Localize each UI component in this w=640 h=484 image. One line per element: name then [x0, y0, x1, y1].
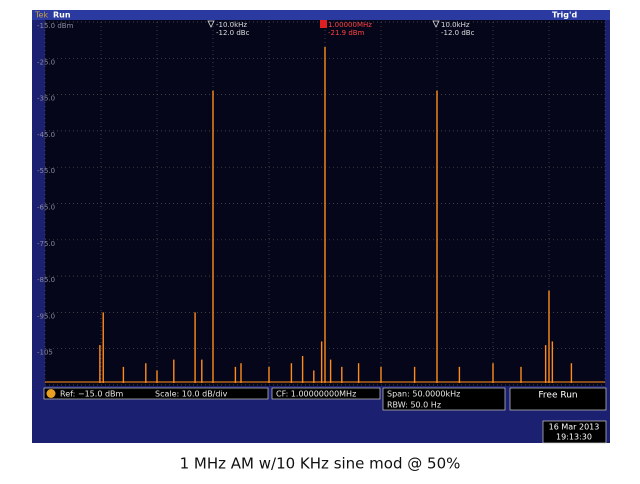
- y-label: -25.0: [37, 58, 55, 66]
- marker-value: -21.9 dBm: [328, 29, 365, 37]
- clock-box: [542, 420, 607, 444]
- center-frequency: CF: 1.00000000MHz: [276, 390, 356, 399]
- scale: Scale: 10.0 dB/div: [155, 390, 228, 399]
- y-label: -95.0: [37, 312, 55, 320]
- cf-box: [271, 387, 381, 400]
- ref-level: Ref: −15.0 dBm: [60, 390, 124, 399]
- span-box: [382, 387, 506, 411]
- y-label: -55.0: [37, 167, 55, 175]
- run-status: Run: [53, 11, 71, 20]
- top-bar: [32, 10, 610, 20]
- marker-value: -12.0 dBc: [441, 29, 475, 37]
- rf-icon: [46, 389, 56, 398]
- marker-label: 1.00000MHz: [328, 21, 372, 29]
- marker-label: -10.0kHz: [216, 21, 247, 29]
- acquisition-mode[interactable]: Free Run: [538, 391, 577, 401]
- marker-value: -12.0 dBc: [216, 29, 250, 37]
- span: Span: 50.0000kHz: [387, 390, 460, 399]
- marker-label: 10.0kHz: [441, 21, 470, 29]
- y-label: -75.0: [37, 240, 55, 248]
- rbw: RBW: 50.0 Hz: [387, 401, 441, 410]
- delta-marker-icon: [207, 20, 215, 28]
- time: 19:13:30: [556, 433, 592, 442]
- trigger-status: Trig'd: [552, 11, 577, 20]
- y-label: -35.0: [37, 95, 55, 103]
- ref-marker-icon: [320, 20, 327, 28]
- date: 16 Mar 2013: [549, 423, 600, 432]
- delta-marker-icon: [432, 20, 440, 28]
- ref-box: [43, 387, 269, 400]
- y-label: -105: [37, 349, 53, 357]
- y-label: -85.0: [37, 276, 55, 284]
- y-label: -15.0 dBm: [37, 22, 74, 30]
- y-label: -45.0: [37, 131, 55, 139]
- y-label: -65.0: [37, 204, 55, 212]
- caption: 1 MHz AM w/10 KHz sine mod @ 50%: [180, 455, 461, 473]
- tek-icon: Tek: [34, 11, 48, 20]
- mode-box: [509, 387, 607, 411]
